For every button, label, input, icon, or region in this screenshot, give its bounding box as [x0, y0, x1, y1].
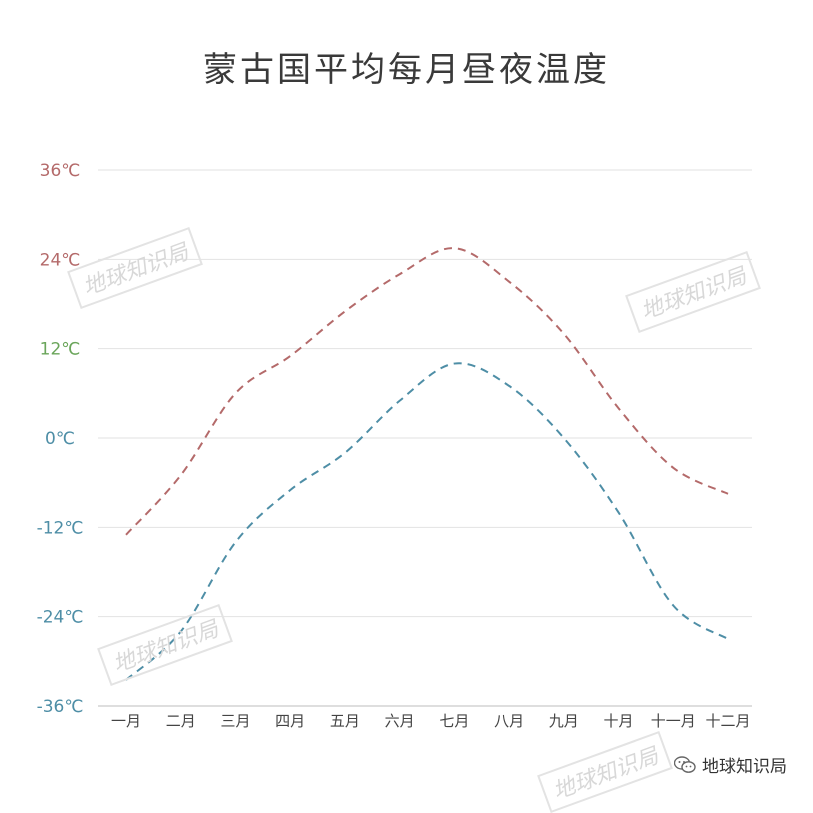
x-tick-label: 七月 [439, 712, 469, 730]
y-tick-label: 12℃ [40, 340, 81, 360]
y-axis: 36℃ 24℃ 12℃ 0℃ -12℃ -24℃ -36℃ [37, 161, 84, 717]
x-tick-label: 六月 [385, 712, 415, 730]
x-axis: 一月 二月 三月 四月 五月 六月 七月 八月 九月 十月十一月十二月 [111, 712, 751, 730]
x-tick-label: 四月 [275, 712, 305, 730]
y-tick-label: 24℃ [40, 250, 81, 270]
wechat-icon [674, 756, 696, 774]
y-tick-label: 0℃ [45, 429, 75, 449]
y-tick-label: 36℃ [40, 161, 81, 181]
brand: 地球知识局 [674, 752, 787, 777]
x-tick-label: 八月 [494, 712, 524, 730]
x-tick-label: 三月 [220, 712, 250, 730]
x-tick-label: 十二月 [705, 712, 750, 730]
x-tick-label: 五月 [330, 712, 360, 730]
y-tick-label: -24℃ [37, 608, 84, 628]
x-tick-label: 二月 [166, 712, 196, 730]
y-tick-label: -12℃ [37, 518, 84, 538]
brand-label: 地球知识局 [702, 752, 787, 777]
x-tick-label: 九月 [549, 712, 579, 730]
x-tick-label: 十月 [604, 712, 634, 730]
x-tick-label: 十一月 [651, 712, 696, 730]
x-tick-label: 一月 [111, 712, 141, 730]
y-tick-label: -36℃ [37, 697, 84, 717]
